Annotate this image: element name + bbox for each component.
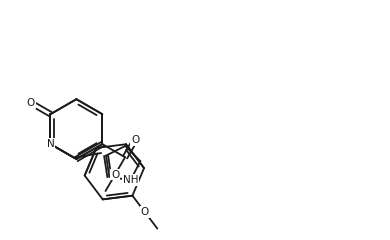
Text: NH: NH [123,175,138,185]
Text: O: O [111,170,119,180]
Text: N: N [46,139,54,149]
Text: O: O [140,207,149,217]
Text: O: O [27,98,35,108]
Text: O: O [131,135,139,145]
